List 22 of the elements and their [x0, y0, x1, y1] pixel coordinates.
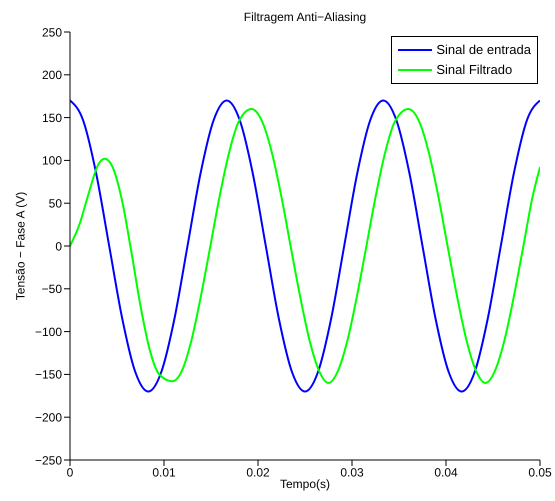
legend-label: Sinal de entrada	[436, 41, 531, 59]
x-tick-label: 0.05	[528, 466, 552, 480]
x-tick-label: 0	[66, 466, 74, 480]
chart-title: Filtragem Anti−Aliasing	[242, 10, 368, 24]
x-tick-label: 0.04	[434, 466, 458, 480]
y-tick-label: −200	[34, 410, 62, 424]
y-axis-title: Tensão − Fase A (V)	[13, 192, 28, 300]
y-tick-label: −100	[34, 324, 62, 339]
y-tick-label: −50	[42, 282, 62, 296]
x-tick-label: 0.03	[340, 466, 364, 480]
y-tick-label: 0	[55, 239, 62, 254]
x-axis-title: Tempo(s)	[280, 477, 330, 491]
y-tick-label: 100	[42, 154, 62, 168]
y-tick-label: 250	[42, 25, 62, 40]
legend-label: Sinal Filtrado	[436, 61, 512, 79]
y-tick-label: 200	[42, 68, 62, 82]
x-tick-label: 0.02	[246, 466, 270, 480]
y-tick-label: 50	[48, 196, 62, 210]
y-tick-label: −250	[34, 453, 62, 468]
y-tick-label: 150	[42, 110, 62, 125]
x-tick-label: 0.01	[152, 466, 176, 480]
y-tick-label: −150	[34, 368, 62, 382]
